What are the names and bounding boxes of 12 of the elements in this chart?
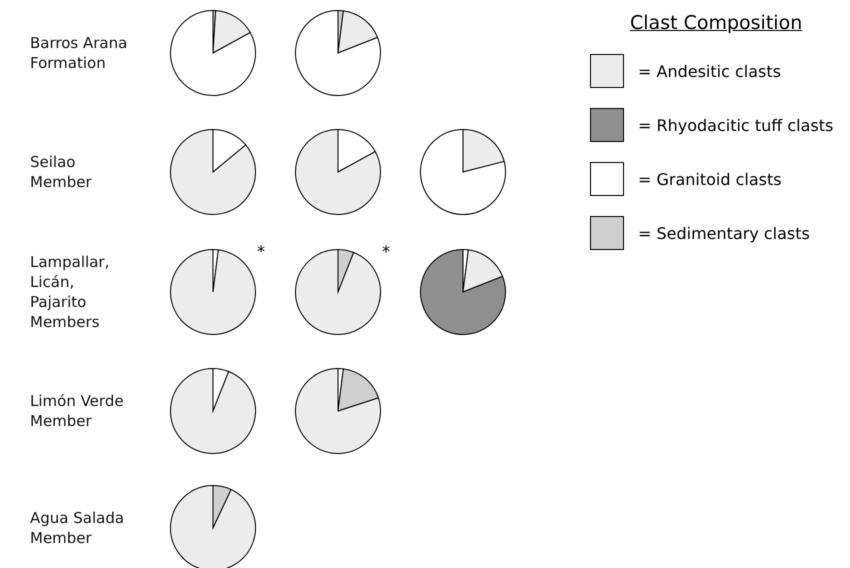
text: Barros Arana Formation	[30, 33, 128, 73]
category-label: = Granitoid clasts	[638, 170, 782, 188]
text: Agua Salada Member	[30, 508, 124, 548]
text: Clast Composition	[629, 12, 804, 34]
text: Seilao Member	[30, 152, 92, 192]
text: *	[257, 242, 265, 261]
text: *	[382, 242, 390, 261]
text: Limón Verde Member	[30, 391, 124, 431]
category-label: = Andesitic clasts	[638, 62, 781, 80]
text: Lampallar, Licán, Pajarito Members	[30, 252, 110, 332]
category-label: = Sedimentary clasts	[638, 224, 810, 242]
category-label: = Rhyodacitic tuff clasts	[638, 116, 834, 134]
